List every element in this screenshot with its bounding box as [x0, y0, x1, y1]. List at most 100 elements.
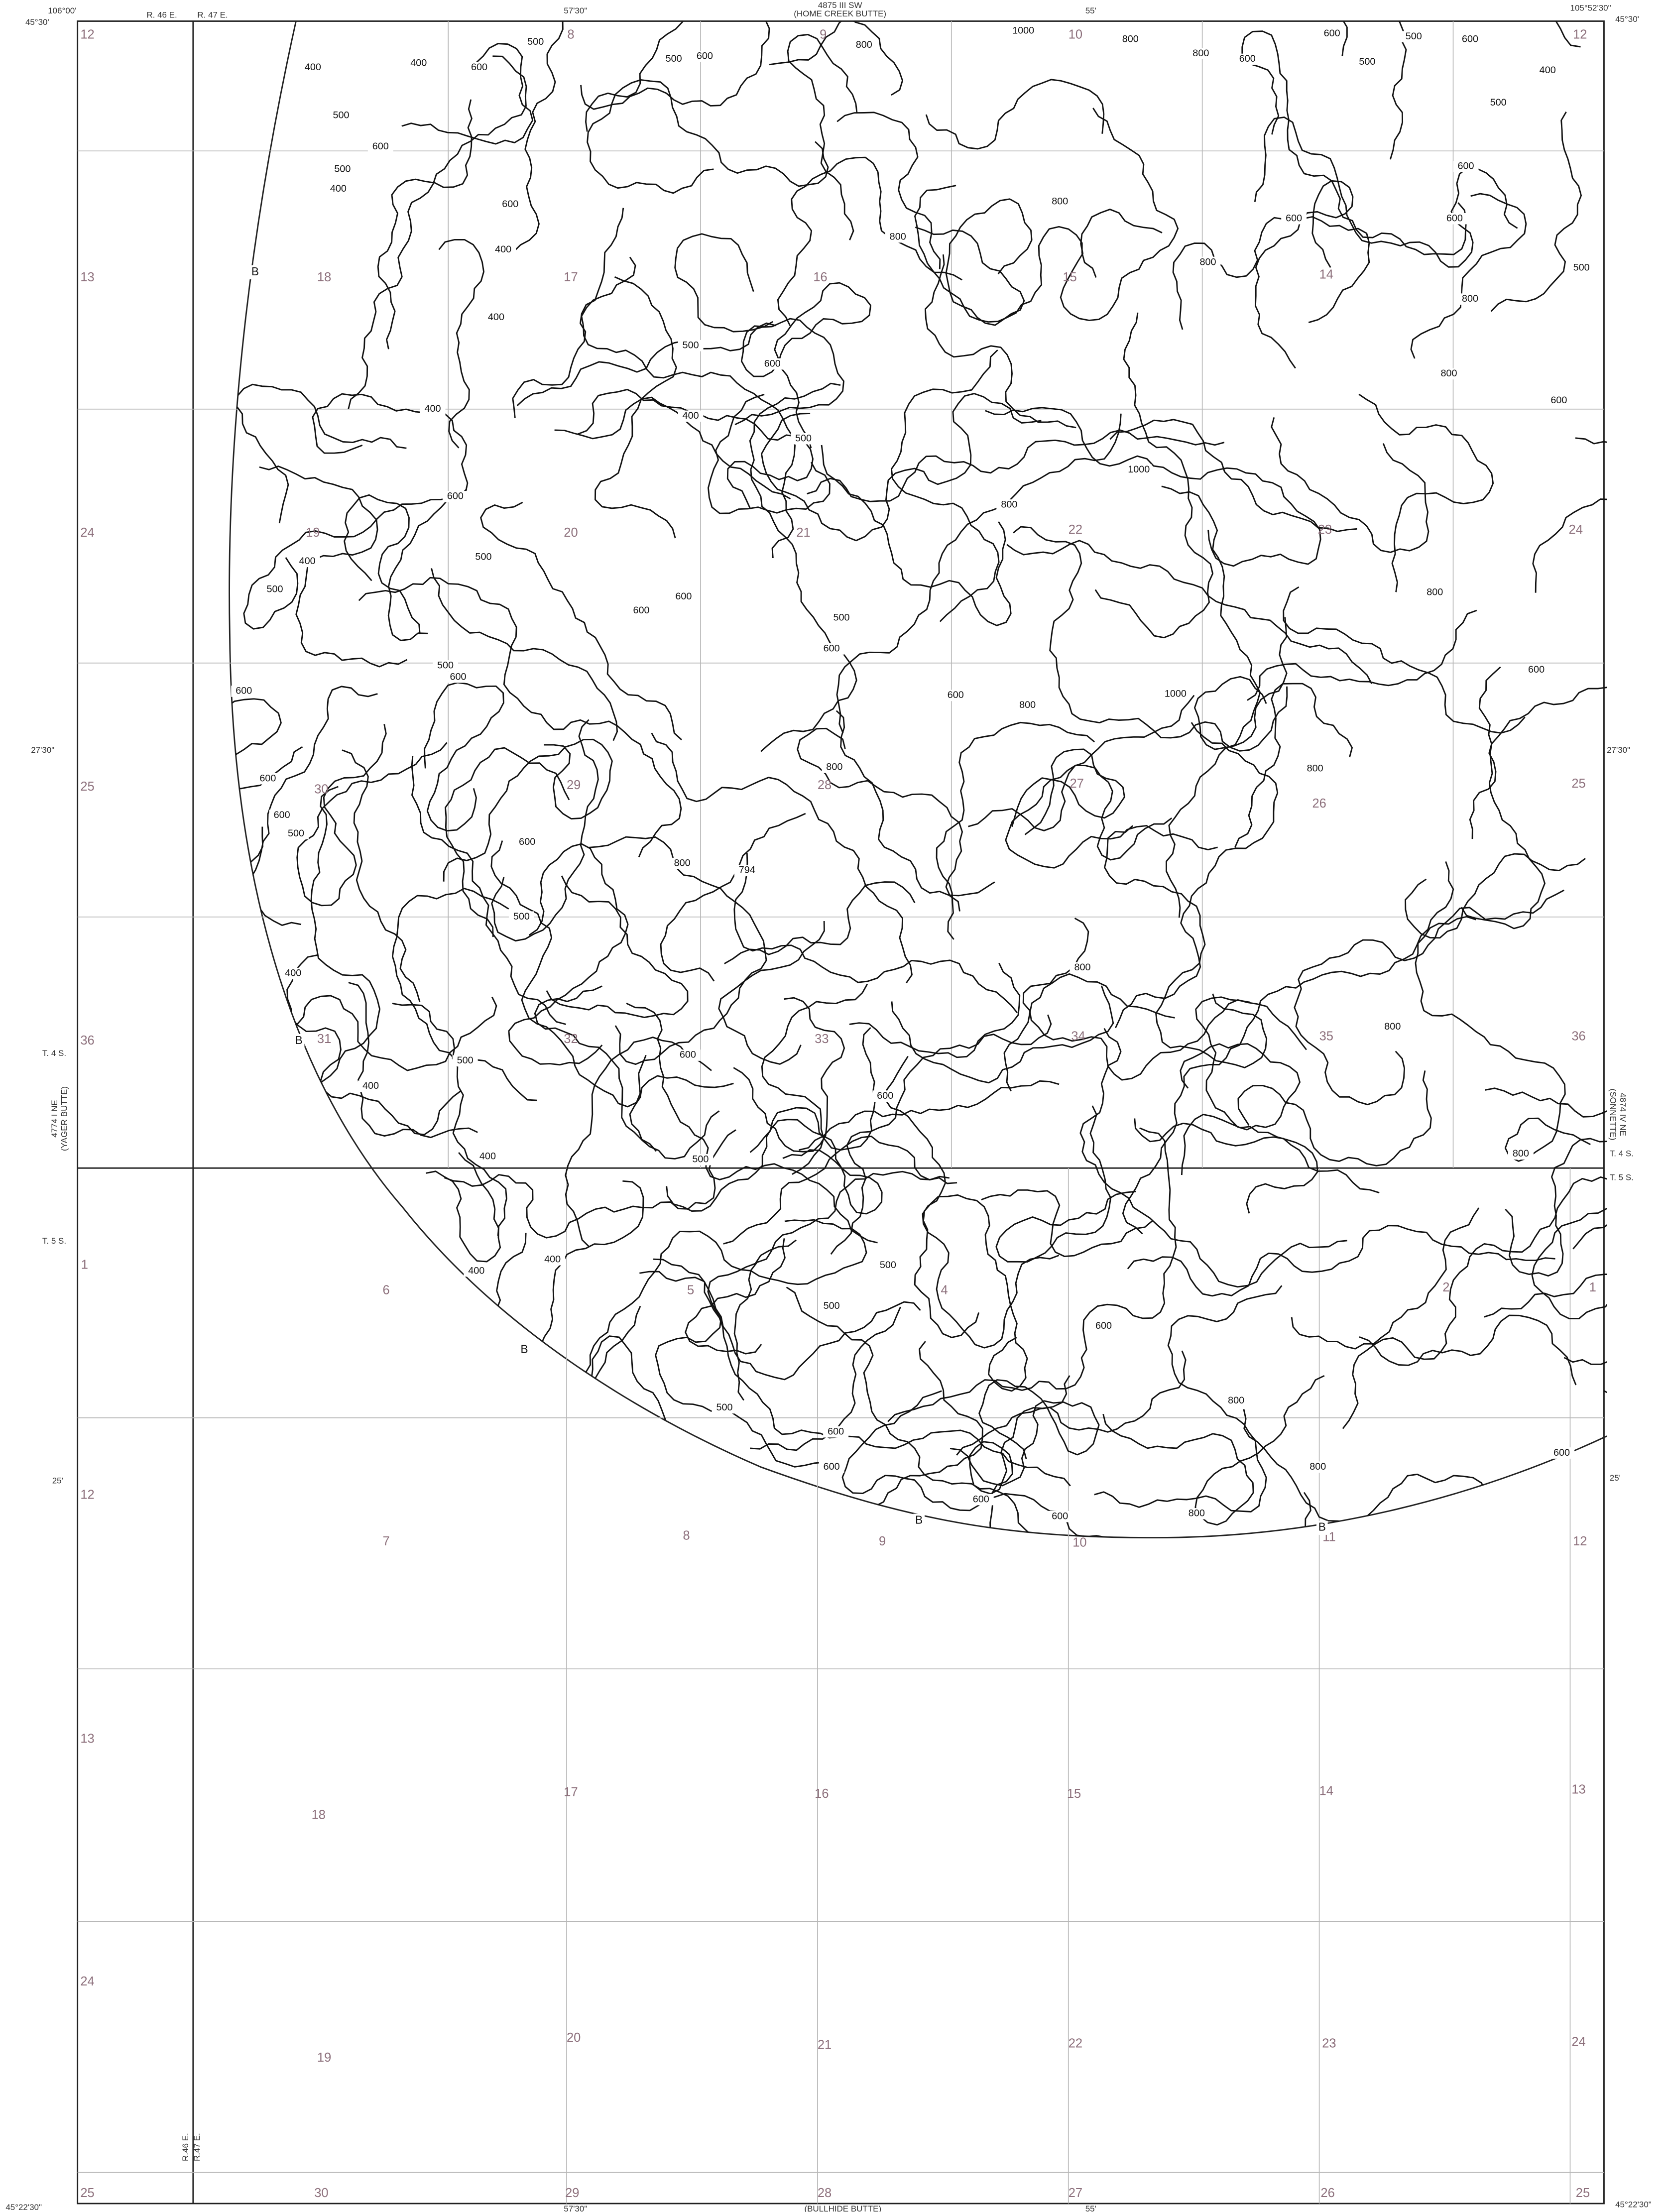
contour-line [1115, 722, 1279, 1029]
section-number: 33 [815, 1032, 829, 1046]
section-number: 14 [1319, 267, 1333, 281]
contour-label: 800 [1122, 34, 1139, 45]
contour-line [915, 198, 1033, 326]
contour-line [1484, 994, 1607, 1118]
quad-name: (HOME CREEK BUTTE) [794, 9, 886, 18]
label-knockout [1422, 586, 1448, 598]
label-knockout [661, 53, 687, 65]
label-knockout [872, 1090, 898, 1102]
contour-label: 800 [826, 762, 842, 773]
section-number: 4 [941, 1283, 948, 1297]
section-number: 1 [1589, 1281, 1596, 1294]
contour-label: 600 [675, 591, 692, 602]
contour-label: 800 [1192, 48, 1209, 59]
label-knockout [483, 312, 509, 323]
label-knockout [1305, 1461, 1331, 1473]
contour-line [243, 488, 468, 630]
contour-label: 600 [519, 836, 535, 847]
section-number: 30 [314, 2186, 328, 2200]
corner-longitude: 106°00' [48, 6, 76, 15]
section-number: 9 [820, 28, 827, 42]
contour-line [1006, 540, 1373, 685]
label-knockout [1380, 1021, 1406, 1033]
contour-line [1172, 215, 1370, 330]
contour-line [985, 407, 1321, 567]
section-number: 36 [1571, 1029, 1585, 1043]
contour-line [891, 985, 1114, 1084]
contour-line [1122, 861, 1454, 1235]
contour-label: 800 [674, 857, 691, 868]
label-knockout [1188, 48, 1214, 60]
section-number: 19 [306, 526, 320, 540]
contour-label: 500 [333, 110, 350, 121]
label-knockout [1568, 262, 1594, 274]
section-number: 7 [383, 1534, 390, 1548]
section-number: 9 [879, 1534, 886, 1548]
contour-label: 600 [1324, 28, 1340, 39]
contour-line [229, 1409, 324, 1538]
section-number: 35 [1319, 1029, 1333, 1043]
label-knockout [514, 836, 540, 848]
boundary-label: B [251, 265, 259, 278]
contour-line [936, 1375, 1071, 1538]
contour-line [1134, 1118, 1380, 1194]
section-number: 23 [1322, 2037, 1336, 2051]
contour-line [718, 921, 825, 1065]
contour-label: 600 [1095, 1320, 1112, 1331]
label-knockout [300, 62, 326, 74]
label-knockout [269, 810, 295, 821]
contour-line [733, 853, 1018, 1014]
contour-line [799, 1080, 1060, 1151]
section-number: 28 [818, 2186, 832, 2200]
contour-label: 800 [1199, 256, 1216, 267]
section-number: 27 [1070, 777, 1084, 791]
contour-line [1575, 437, 1607, 552]
label-knockout [280, 967, 306, 979]
section-number: 23 [1318, 523, 1332, 537]
label-knockout [1319, 28, 1345, 40]
contour-line [424, 682, 504, 832]
label-knockout [671, 591, 697, 602]
longitude-label: 55' [1085, 2204, 1096, 2212]
label-knockout [231, 686, 257, 697]
section-number: 28 [818, 778, 832, 792]
contour-line [884, 1055, 1060, 1349]
label-knockout [433, 660, 459, 672]
contour-line [534, 985, 657, 1152]
label-knockout [497, 199, 523, 211]
range-label: R.46 E. [181, 2133, 190, 2161]
contour-label: 800 [1189, 1508, 1205, 1519]
contour-line [724, 881, 916, 964]
contour-line [685, 1238, 786, 1355]
contour-line [1342, 1176, 1607, 1429]
contour-line [1247, 609, 1477, 701]
contour-label: 600 [1446, 213, 1463, 224]
map-frame [77, 20, 1605, 2205]
contour-label: 600 [1550, 395, 1567, 406]
contour-line [1246, 1492, 1311, 1538]
label-knockout [294, 556, 320, 568]
contour-label: 500 [288, 828, 304, 839]
label-knockout [791, 433, 817, 445]
section-number: 12 [1573, 1534, 1587, 1548]
section-number: 17 [564, 1785, 578, 1799]
contour-line [229, 1108, 263, 1302]
label-knockout [1436, 368, 1462, 380]
section-number: 34 [1071, 1029, 1085, 1043]
label-knockout [943, 690, 968, 701]
contour-line [651, 732, 913, 984]
label-knockout [1047, 196, 1073, 208]
label-knockout [996, 499, 1022, 511]
contour-line [1291, 1207, 1480, 1350]
label-knockout [464, 1265, 489, 1277]
contour-line [995, 1105, 1136, 1263]
contour-line [1234, 683, 1353, 848]
contour-line [1505, 1138, 1607, 1277]
section-number: 21 [818, 2038, 832, 2052]
contour-label: 600 [1553, 1447, 1570, 1458]
contour-line [1241, 30, 1467, 255]
contour-line [1283, 586, 1526, 734]
contour-label: 500 [1359, 56, 1375, 67]
contour-line [317, 1359, 530, 1538]
latitude-label: 25' [1610, 1473, 1621, 1483]
